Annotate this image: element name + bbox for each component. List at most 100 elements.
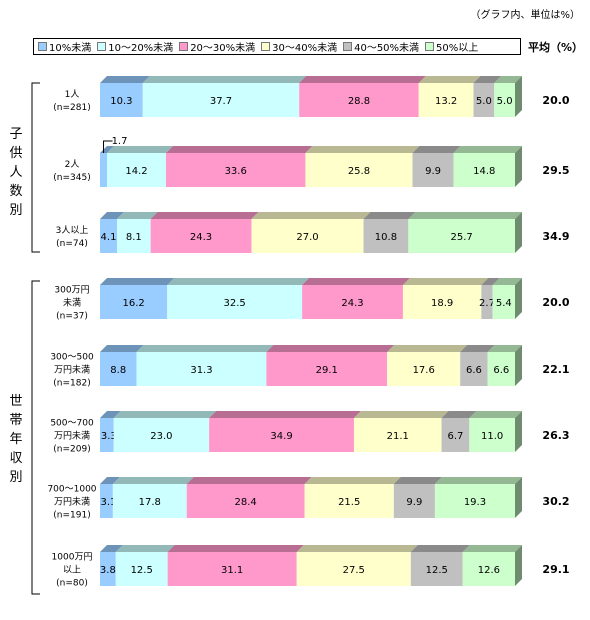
bar-end-face (515, 477, 522, 518)
bar-segment (402, 285, 482, 319)
bar-segment-top (410, 545, 470, 552)
bar-segment (100, 153, 108, 187)
category-label: 3人以上 (56, 225, 89, 236)
value-label: 8.1 (126, 232, 142, 243)
average-value: 20.0 (542, 296, 569, 309)
category-label: (n=74) (56, 239, 88, 249)
category-label: 1人 (65, 89, 80, 100)
bar-segment-top (112, 477, 194, 484)
legend-item: 10～20%未満 (97, 39, 173, 54)
category-label: 万円未満 (54, 496, 90, 508)
value-label: 37.7 (210, 96, 232, 107)
bar-segment (266, 352, 388, 386)
category-label: (n=209) (53, 445, 90, 455)
value-label: 10.8 (375, 232, 397, 243)
bar-segment-top (107, 146, 173, 153)
value-label: 12.5 (426, 565, 448, 576)
bar-end-face (515, 146, 522, 187)
value-label: 5.0 (497, 96, 513, 107)
bar-segment-top (304, 477, 401, 484)
bar-segment-top (492, 278, 522, 285)
bar-segment (434, 484, 515, 518)
category-label: 300万円 (54, 285, 89, 296)
value-label: 24.3 (190, 232, 212, 243)
value-label: 12.5 (131, 565, 153, 576)
bar-segment (107, 153, 166, 187)
category-label: 万円未満 (54, 430, 90, 442)
group-label-char: 収 (9, 451, 22, 466)
bar-segment (117, 219, 151, 253)
group-label-char: 別 (9, 470, 22, 485)
value-label: 27.5 (343, 565, 365, 576)
bar-segment (150, 219, 252, 253)
bar-segment (167, 285, 303, 319)
bar-segment-top (100, 345, 144, 352)
value-label: 29.1 (316, 365, 338, 376)
value-label: 14.2 (125, 166, 147, 177)
bar-segment (296, 552, 411, 586)
value-label: 6.6 (466, 365, 482, 376)
value-label: 11.0 (481, 431, 503, 442)
bar-segment-top (167, 278, 310, 285)
bar-segment-top (115, 545, 175, 552)
value-label: 13.2 (435, 96, 457, 107)
bar-segment (353, 418, 442, 452)
category-label: (n=37) (56, 312, 88, 322)
category-label: 2人 (65, 159, 80, 170)
bar-segment-top (136, 345, 274, 352)
value-label: 3.1 (100, 497, 116, 508)
value-label: 34.9 (270, 431, 292, 442)
bar-segment (115, 552, 168, 586)
value-label: 24.3 (341, 298, 363, 309)
category-label: (n=191) (53, 511, 90, 521)
average-value: 29.1 (542, 563, 569, 576)
legend-item: 40～50%未満 (343, 39, 419, 54)
bar-segment (100, 83, 143, 117)
value-label: 31.1 (221, 565, 243, 576)
bar-segment (209, 418, 354, 452)
bar-segment (462, 552, 515, 586)
value-label: 16.2 (122, 298, 144, 309)
category-label: 700～1000 (47, 485, 96, 495)
category-label: 未満 (63, 297, 81, 309)
bar-segment (410, 552, 463, 586)
bar-segment (251, 219, 364, 253)
legend-item: 50%以上 (425, 39, 478, 54)
bar-segment-top (473, 76, 502, 83)
bar-segment-top (251, 212, 371, 219)
average-header: 平均（%） (528, 41, 584, 54)
value-label: 5.0 (476, 96, 492, 107)
bar-segment-top (453, 146, 522, 153)
group-label-char: 帯 (9, 413, 22, 428)
bar-segment-top (266, 345, 395, 352)
legend-swatch (97, 42, 107, 51)
bar-segment (453, 153, 515, 187)
bar-segment (112, 484, 187, 518)
bar-segment-top (412, 146, 461, 153)
value-label: 23.0 (150, 431, 172, 442)
average-value: 29.5 (542, 164, 569, 177)
bar-segment-top (302, 278, 410, 285)
legend-label: 50%以上 (436, 43, 479, 54)
bar-segment-top (186, 477, 312, 484)
value-label: 25.7 (451, 232, 473, 243)
bar-segment (100, 418, 114, 452)
value-label: 28.8 (348, 96, 370, 107)
bar-segment (469, 418, 515, 452)
bar-segment (460, 352, 488, 386)
bar-segment (142, 83, 300, 117)
value-label: 3.8 (100, 565, 116, 576)
value-label: 14.8 (473, 166, 495, 177)
value-label: 17.6 (413, 365, 435, 376)
value-label: 31.3 (190, 365, 212, 376)
bar-segment-top (408, 212, 522, 219)
leader-line (103, 140, 113, 153)
bar-segment (167, 552, 297, 586)
value-label: 6.7 (447, 431, 463, 442)
bar-segment-top (296, 545, 418, 552)
value-label: 33.6 (225, 166, 247, 177)
value-label: 27.0 (296, 232, 318, 243)
group-label-char: 人 (9, 165, 22, 180)
bar-segment (100, 352, 137, 386)
bar-segment (186, 484, 305, 518)
